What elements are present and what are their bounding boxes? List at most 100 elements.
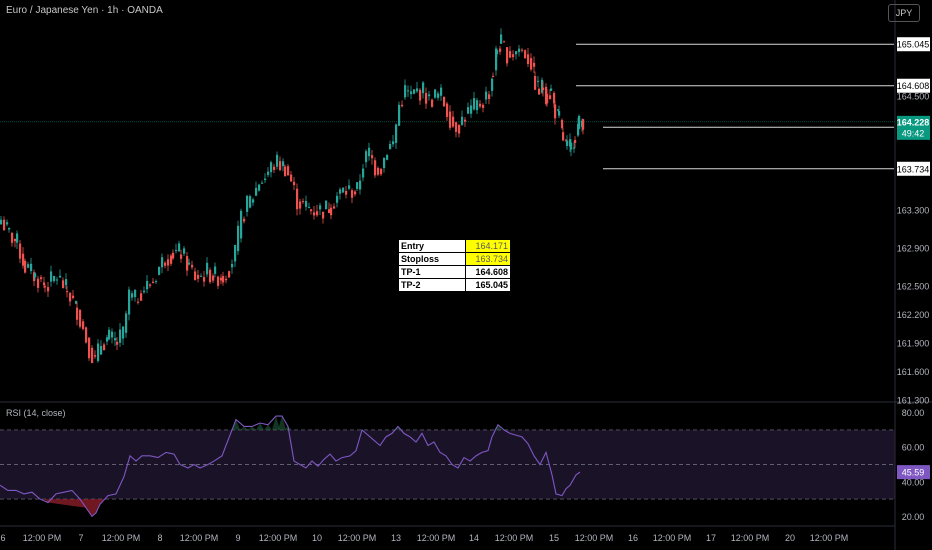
candle-body xyxy=(261,183,263,184)
candle-body xyxy=(47,287,49,291)
candle-body xyxy=(371,155,373,158)
candle-body xyxy=(322,212,324,219)
rsi-pane xyxy=(0,416,895,516)
candle-body xyxy=(313,212,315,215)
candle-body xyxy=(16,233,18,242)
time-tick-label: 12:00 PM xyxy=(180,533,219,543)
candle-body xyxy=(287,166,289,175)
level-label: 165.045 xyxy=(897,40,930,50)
candle-body xyxy=(88,338,90,359)
candle-body xyxy=(368,148,370,156)
candle-body xyxy=(161,257,163,267)
candle-body xyxy=(345,191,347,195)
candle-body xyxy=(410,91,412,94)
candle-body xyxy=(19,244,21,259)
candle-body xyxy=(383,158,385,168)
candle-body xyxy=(155,281,157,282)
candle-body xyxy=(336,196,338,203)
time-tick-label: 12:00 PM xyxy=(338,533,377,543)
price-tick-label: 163.300 xyxy=(897,206,930,216)
candle-body xyxy=(85,327,87,342)
candle-body xyxy=(267,172,269,175)
time-tick-label: 20 xyxy=(785,533,795,543)
candle-body xyxy=(6,222,8,224)
candle-body xyxy=(492,76,494,77)
candle-body xyxy=(549,95,551,99)
candle-body xyxy=(443,97,445,106)
table-key: Entry xyxy=(399,240,466,253)
candle-body xyxy=(273,167,275,170)
candle-body xyxy=(206,263,208,274)
candle-body xyxy=(134,290,136,297)
candle-body xyxy=(488,94,490,99)
candle-body xyxy=(452,117,454,127)
candle-body xyxy=(106,337,108,341)
candle-body xyxy=(197,275,199,279)
candle-body xyxy=(246,196,248,212)
candle-body xyxy=(293,182,295,185)
table-key: TP-2 xyxy=(399,279,466,292)
rsi-tick-label: 60.00 xyxy=(902,443,925,453)
candle-body xyxy=(330,208,332,215)
candle-body xyxy=(458,125,460,134)
candle-body xyxy=(530,58,532,69)
candle-body xyxy=(401,105,403,106)
candle-body xyxy=(499,49,501,52)
candle-body xyxy=(558,111,560,116)
candle-body xyxy=(434,89,436,97)
candle-body xyxy=(37,279,39,288)
candle-body xyxy=(356,182,358,189)
price-tick-label: 161.900 xyxy=(897,339,930,349)
candle-body xyxy=(515,51,517,54)
candle-body xyxy=(533,63,535,67)
candle-body xyxy=(125,313,127,332)
candle-body xyxy=(209,270,211,282)
candle-body xyxy=(62,280,64,288)
candle-body xyxy=(14,239,16,241)
candle-body xyxy=(270,162,272,172)
candle-body xyxy=(24,261,26,273)
table-value: 165.045 xyxy=(466,279,511,292)
time-tick-label: 12:00 PM xyxy=(259,533,298,543)
candle-body xyxy=(365,151,367,162)
time-tick-label: 12:00 PM xyxy=(575,533,614,543)
candle-body xyxy=(574,140,576,143)
time-tick-label: 12:00 PM xyxy=(495,533,534,543)
candle-body xyxy=(100,346,102,355)
candle-body xyxy=(94,355,96,357)
candle-body xyxy=(137,302,139,303)
candle-body xyxy=(496,50,498,54)
candle-body xyxy=(22,254,24,266)
candle-body xyxy=(252,199,254,202)
candle-body xyxy=(461,117,463,125)
candle-body xyxy=(351,190,353,198)
candle-body xyxy=(374,160,376,175)
candle-body xyxy=(570,143,572,150)
current-price-label: 164.228 xyxy=(897,117,930,127)
rsi-overbought-fill xyxy=(264,425,272,430)
time-tick-label: 9 xyxy=(235,533,240,543)
candle-body xyxy=(542,88,544,90)
candle-body xyxy=(506,47,508,63)
currency-button[interactable]: JPY xyxy=(888,4,920,22)
time-tick-label: 12:00 PM xyxy=(653,533,692,543)
price-tick-label: 161.600 xyxy=(897,367,930,377)
candle-body xyxy=(131,293,133,297)
chart-title: Euro / Japanese Yen · 1h · OANDA xyxy=(6,5,163,16)
candle-body xyxy=(404,85,406,97)
candle-body xyxy=(116,342,118,345)
candle-body xyxy=(431,100,433,107)
candle-body xyxy=(342,188,344,193)
candle-body xyxy=(296,189,298,209)
candle-body xyxy=(8,228,10,230)
time-tick-label: 12:00 PM xyxy=(810,533,849,543)
candle-body xyxy=(308,207,310,208)
candle-body xyxy=(191,265,193,268)
candle-body xyxy=(258,185,260,191)
time-tick-label: 8 xyxy=(157,533,162,543)
candle-body xyxy=(398,105,400,126)
table-row: Stoploss 163.734 xyxy=(399,253,511,266)
candle-body xyxy=(255,188,257,196)
candle-body xyxy=(228,271,230,277)
price-tick-label: 162.900 xyxy=(897,244,930,254)
